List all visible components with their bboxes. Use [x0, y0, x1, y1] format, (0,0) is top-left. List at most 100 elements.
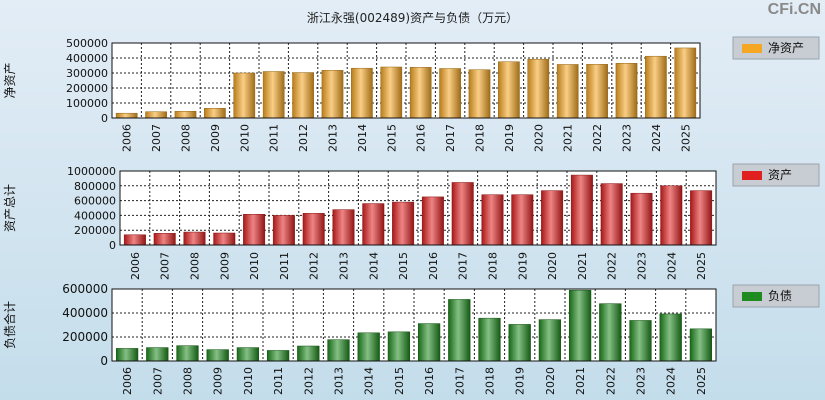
- bar-2013: [327, 339, 350, 362]
- y-tick-label: 200000: [66, 82, 108, 95]
- x-tick-label: 2007: [150, 124, 163, 152]
- y-axis-label: 负债合计: [2, 301, 17, 349]
- y-tick-label: 200000: [74, 224, 116, 237]
- bar-2017: [439, 68, 461, 119]
- x-tick-label: 2007: [151, 367, 164, 395]
- bar-2015: [380, 66, 403, 119]
- bar-2011: [272, 215, 295, 246]
- legend-label: 资产: [768, 168, 792, 182]
- bar-2023: [629, 320, 652, 362]
- bar-2015: [387, 331, 411, 362]
- x-tick-label: 2020: [546, 252, 559, 280]
- bar-2011: [262, 71, 285, 119]
- bar-2007: [146, 347, 169, 362]
- x-tick-label: 2011: [268, 124, 281, 152]
- y-tick-label: 200000: [62, 330, 108, 344]
- bar-2020: [541, 190, 564, 246]
- plot-border: [119, 170, 717, 246]
- bar-2024: [660, 185, 683, 246]
- bar-2023: [630, 192, 653, 246]
- x-tick-label: 2015: [397, 252, 410, 280]
- bar-2006: [115, 348, 139, 362]
- x-tick-label: 2014: [367, 252, 380, 280]
- bar-2015: [392, 201, 415, 246]
- x-tick-label: 2008: [182, 367, 195, 395]
- x-tick-label: 2016: [427, 252, 440, 280]
- bar-2020: [538, 319, 562, 362]
- x-tick-label: 2012: [297, 124, 310, 152]
- bar-2016: [417, 323, 441, 362]
- x-tick-label: 2016: [423, 367, 436, 395]
- bar-2007: [145, 111, 167, 119]
- bar-2009: [213, 232, 236, 246]
- bar-2014: [362, 203, 385, 246]
- x-tick-label: 2023: [621, 124, 634, 152]
- bar-2012: [292, 72, 314, 119]
- bar-2025: [674, 47, 697, 119]
- y-tick-label: 0: [100, 354, 108, 368]
- y-tick-label: 400000: [74, 209, 116, 222]
- legend-swatch: [742, 171, 762, 180]
- legend-box: [732, 163, 820, 187]
- x-tick-label: 2021: [576, 252, 589, 280]
- bar-2018: [478, 317, 501, 362]
- legend-label: 净资产: [768, 41, 804, 55]
- x-tick-label: 2019: [516, 252, 529, 280]
- bar-2025: [690, 190, 713, 246]
- y-tick-label: 400000: [66, 52, 108, 65]
- x-tick-label: 2006: [121, 367, 134, 395]
- y-tick-label: 600000: [74, 195, 116, 208]
- bar-2017: [448, 299, 471, 362]
- x-tick-label: 2015: [385, 124, 398, 152]
- y-tick-label: 500000: [66, 37, 108, 50]
- y-tick-label: 0: [109, 239, 116, 252]
- x-tick-label: 2011: [278, 252, 291, 280]
- bar-2025: [689, 328, 713, 362]
- x-tick-label: 2025: [695, 252, 708, 280]
- bar-2013: [321, 70, 344, 119]
- x-tick-label: 2010: [242, 367, 255, 395]
- x-tick-label: 2020: [544, 367, 557, 395]
- x-tick-label: 2009: [218, 252, 231, 280]
- x-tick-label: 2017: [453, 367, 466, 395]
- x-tick-label: 2014: [363, 367, 376, 395]
- plot-border: [111, 288, 717, 362]
- bar-2006: [115, 112, 138, 119]
- x-tick-label: 2007: [159, 252, 172, 280]
- plot-border: [111, 42, 701, 119]
- x-tick-label: 2008: [189, 252, 202, 280]
- bar-2009: [204, 108, 226, 119]
- y-tick-label: 1000000: [67, 165, 116, 178]
- x-tick-label: 2025: [679, 124, 692, 152]
- bar-2019: [511, 194, 534, 246]
- x-tick-label: 2020: [532, 124, 545, 152]
- y-tick-label: 100000: [66, 97, 108, 110]
- bar-2010: [236, 347, 260, 362]
- bar-2012: [302, 213, 325, 246]
- legend-swatch: [742, 292, 762, 301]
- watermark: CFi.CN: [767, 1, 821, 18]
- bar-2020: [527, 58, 550, 119]
- y-tick-label: 600000: [62, 282, 108, 296]
- y-tick-label: 800000: [74, 180, 116, 193]
- x-tick-label: 2012: [302, 367, 315, 395]
- x-tick-label: 2018: [474, 124, 487, 152]
- bar-2007: [153, 233, 176, 246]
- x-tick-label: 2009: [212, 367, 225, 395]
- x-tick-label: 2017: [444, 124, 457, 152]
- bar-2017: [451, 182, 474, 246]
- x-tick-label: 2023: [635, 367, 648, 395]
- bar-2009: [206, 349, 229, 362]
- bar-2022: [599, 303, 622, 362]
- y-tick-label: 400000: [62, 306, 108, 320]
- bar-2024: [659, 313, 682, 362]
- x-tick-label: 2021: [574, 367, 587, 395]
- bar-2016: [421, 196, 444, 246]
- x-tick-label: 2022: [604, 367, 617, 395]
- bar-2021: [570, 174, 593, 246]
- y-tick-label: 300000: [66, 67, 108, 80]
- x-tick-label: 2019: [503, 124, 516, 152]
- bar-2008: [174, 111, 197, 119]
- legend-box: [732, 36, 820, 60]
